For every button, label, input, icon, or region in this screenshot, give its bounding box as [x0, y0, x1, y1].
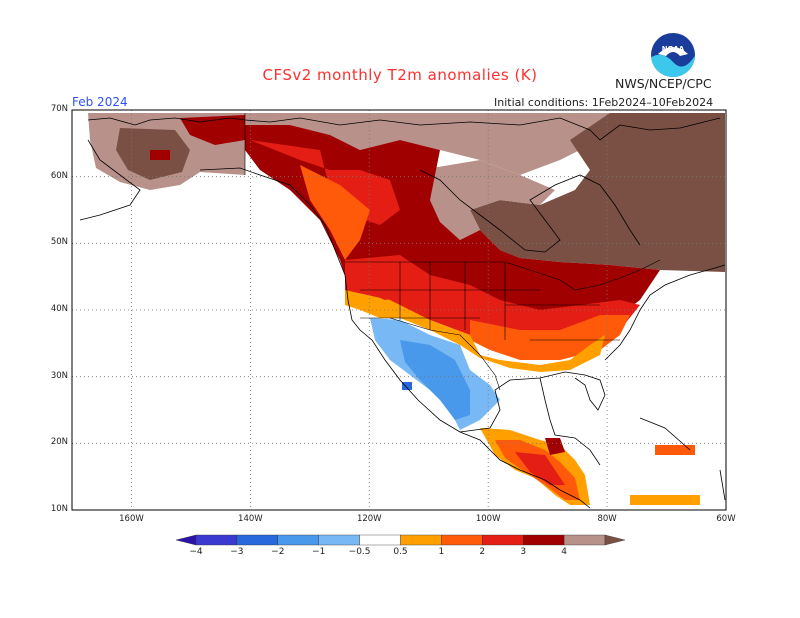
colorbar-bin — [318, 534, 360, 546]
longitude-label: 140W — [238, 514, 263, 524]
colorbar-label: −0.5 — [348, 547, 371, 557]
longitude-label: 100W — [475, 514, 501, 524]
colorbar-label: 3 — [520, 547, 527, 557]
longitude-label: 120W — [356, 514, 382, 524]
anomaly-region — [515, 452, 565, 485]
initial-conditions: Initial conditions: 1Feb2024–10Feb2024 — [494, 96, 714, 109]
anomaly-region — [360, 265, 410, 300]
colorbar-bin — [604, 534, 626, 546]
colorbar-label: 0.5 — [393, 547, 408, 557]
colorbar-label: 4 — [561, 547, 567, 557]
colorbar-label: 1 — [438, 547, 445, 557]
colorbar-label: −2 — [271, 547, 285, 557]
anomaly-region — [180, 115, 245, 145]
anomaly-region — [402, 382, 412, 390]
colorbar-bin — [400, 534, 442, 546]
anomaly-region — [300, 165, 370, 260]
anomaly-region — [150, 150, 170, 160]
latitude-label: 60N — [50, 170, 68, 181]
noaa-logo-icon: NOAA — [651, 33, 695, 77]
anomaly-region — [630, 495, 700, 505]
forecast-month: Feb 2024 — [72, 95, 128, 109]
colorbar-bin — [175, 534, 197, 546]
anomaly-region — [545, 438, 565, 455]
latitude-label: 10N — [50, 504, 68, 514]
logo-text: NOAA — [662, 45, 685, 53]
colorbar-label: −1 — [312, 547, 326, 557]
colorbar-bin — [563, 534, 606, 546]
anomaly-layer — [88, 113, 725, 505]
colorbar-bin — [236, 534, 278, 546]
colorbar-label: 2 — [479, 547, 486, 557]
latitude-label: 40N — [50, 304, 68, 314]
anomaly-region — [245, 113, 610, 175]
colorbar-bin — [441, 534, 483, 546]
political-borders — [244, 113, 661, 391]
colorbar-bin — [523, 534, 565, 546]
colorbar-bin — [277, 534, 319, 546]
map-boundaries — [79, 117, 726, 509]
longitude-label: 80W — [597, 514, 617, 524]
anomaly-region — [345, 290, 605, 372]
colorbar-label: −4 — [189, 547, 203, 557]
anomaly-region — [470, 113, 725, 272]
anomaly-region — [655, 445, 695, 455]
colorbar-bin — [482, 534, 524, 546]
colorbar-bin — [359, 534, 401, 546]
anomaly-region — [400, 340, 470, 420]
map-title: CFSv2 monthly T2m anomalies (K) — [262, 66, 538, 84]
anomaly-region — [345, 255, 640, 350]
latitude-label: 30N — [50, 370, 68, 381]
latitude-label: 70N — [50, 104, 68, 114]
colorbar-label: −3 — [230, 547, 244, 557]
latitude-label: 20N — [50, 437, 68, 448]
anomaly-region — [420, 160, 555, 240]
colorbar-bin — [195, 534, 238, 546]
latitude-label: 50N — [50, 237, 68, 248]
agency-label: NWS/NCEP/CPC — [615, 76, 712, 91]
map-gridlines — [72, 110, 726, 510]
longitude-label: 60W — [716, 514, 736, 524]
longitude-label: 160W — [119, 514, 144, 524]
map-frame — [71, 109, 727, 511]
